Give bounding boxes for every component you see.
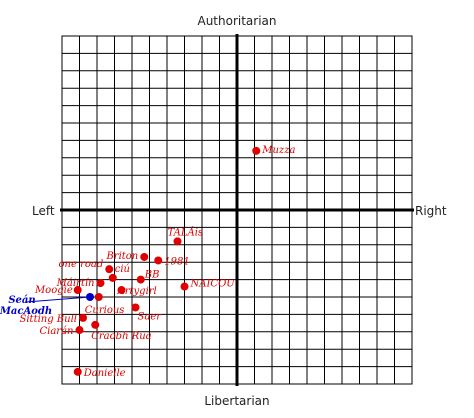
point-marker [73,367,82,376]
point-label: BB [144,270,160,281]
point-marker [91,320,100,329]
point-sean-macaodh: Seán MacAodh [0,293,94,317]
axis-label-bottom: Libertarian [204,394,269,408]
point-label: Artygirl [117,286,157,297]
point-naicou: NAICOU [180,279,236,291]
point-label: ciú [115,264,130,275]
point-ciaran: Ciarán [40,326,84,337]
point-one-road: one road [59,259,114,274]
point-label: Briton [105,251,138,262]
point-talais: TALÁis [168,226,204,246]
point-marker [173,237,182,246]
point-moogie: Moogie [34,285,82,296]
point-marker [96,279,105,288]
data-points: Muzza TALÁis Briton 1981 one road ciú BB Máirtí… [0,145,295,379]
point-label: Craobh Rua [91,331,151,342]
point-marker [75,326,84,335]
point-label: Seán MacAodh [0,295,52,317]
point-danielle: Danielle [73,367,126,379]
axis-label-left: Left [32,204,55,218]
point-label: Saer [138,311,163,322]
point-label: 1981 [164,256,189,267]
point-craobh-rua: Craobh Rua [91,320,152,342]
point-marker [94,293,103,301]
point-marker [105,265,114,274]
point-1981: 1981 [154,256,190,267]
point-label: Danielle [83,368,126,379]
point-label: Sitting Bull [20,314,78,325]
point-mairtin: Máirtín [56,278,105,289]
axis-label-right: Right [415,204,447,218]
chart-grid [60,34,414,386]
point-muzza: Muzza [252,145,295,156]
point-ciu: ciú [108,264,130,282]
point-marker [136,275,145,284]
point-marker [154,256,163,265]
point-label: TALÁis [168,226,204,238]
point-sitting-bull: Sitting Bull [20,313,87,325]
point-saer: Saer [131,303,163,322]
point-marker [73,286,82,295]
point-label: Ciarán [40,326,74,337]
axis-label-top: Authoritarian [197,14,276,28]
point-marker [117,286,126,295]
point-label: NAICOU [190,279,236,290]
point-label: Muzza [261,145,295,156]
point-marker [108,273,117,282]
point-marker [252,146,261,155]
point-briton: Briton [105,251,149,262]
point-marker [79,313,87,322]
point-artygirl: Artygirl [117,286,157,297]
point-marker [180,282,189,291]
point-bb: BB [136,270,160,284]
point-marker [140,252,149,261]
pointer-line [25,296,91,303]
point-curious: Curious [85,293,125,316]
point-label: Máirtín [56,278,95,289]
point-label: one road [59,259,104,270]
point-marker [131,303,140,312]
point-label: Moogie [34,285,73,296]
point-label: Curious [85,305,125,316]
